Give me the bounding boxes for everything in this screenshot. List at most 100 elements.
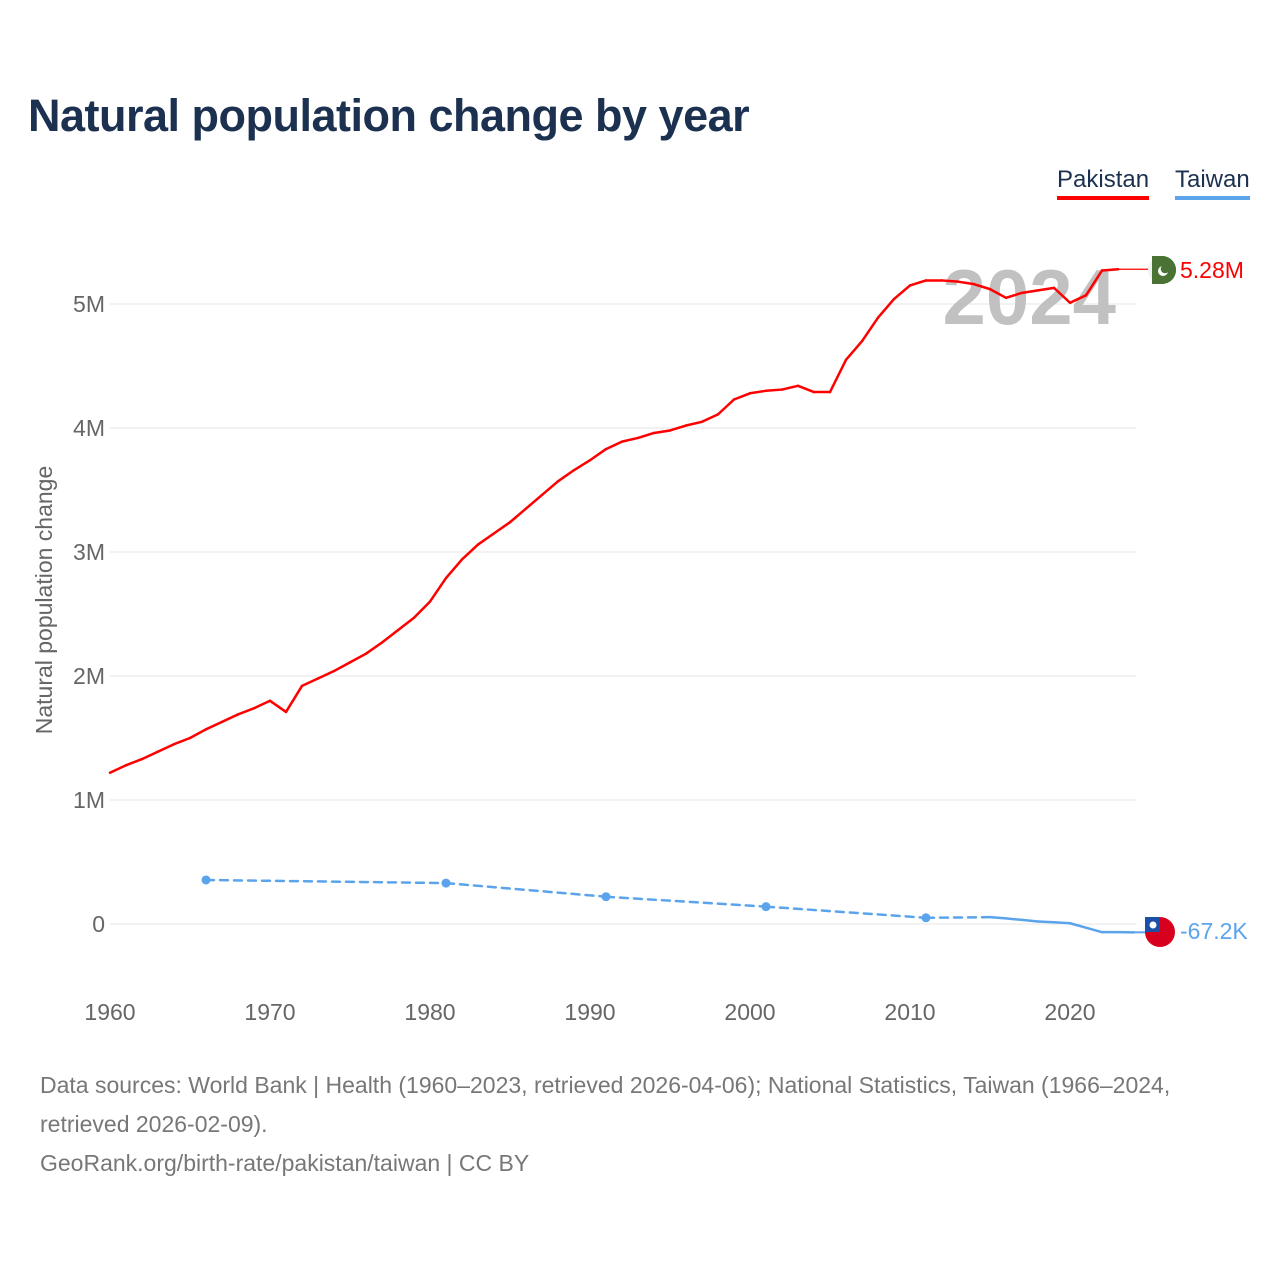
y-tick-label: 2M [73, 663, 105, 689]
y-tick-label: 1M [73, 787, 105, 813]
series-segment-pakistan [1004, 291, 1024, 300]
end-label-pakistan: 5.28M [1180, 257, 1244, 283]
series-segment-pakistan [684, 420, 704, 427]
series-segment-pakistan [780, 384, 800, 391]
legend-pakistan[interactable]: Pakistan [1057, 166, 1150, 200]
series-segment-taiwan [764, 905, 928, 920]
series-segment-pakistan [732, 392, 752, 401]
series-segment-pakistan [1020, 289, 1040, 295]
series-segment-pakistan [796, 384, 816, 394]
series-segment-pakistan [492, 520, 512, 535]
series-segment-pakistan [284, 684, 304, 714]
series-segment-pakistan [652, 429, 672, 435]
series-segment-pakistan [748, 389, 768, 395]
chart-title: Natural population change by year [28, 90, 750, 141]
series-segment-taiwan [924, 915, 992, 920]
data-sources: Data sources: World Bank | Health (1960–… [40, 1072, 1171, 1137]
series-segment-pakistan [476, 532, 496, 546]
series-segment-taiwan [1036, 920, 1056, 924]
series-segment-pakistan [348, 652, 368, 664]
series-segment-pakistan [956, 280, 976, 286]
data-point [921, 913, 931, 923]
x-tick-label: 1980 [404, 999, 455, 1025]
x-tick-label: 1960 [84, 999, 135, 1025]
x-tick-label: 2010 [884, 999, 935, 1025]
x-tick-label: 1990 [564, 999, 615, 1025]
x-tick-label: 2020 [1044, 999, 1095, 1025]
series-segment-pakistan [940, 279, 960, 283]
series-segment-pakistan [380, 628, 400, 644]
series-segment-pakistan [1068, 294, 1088, 305]
y-tick-label: 5M [73, 291, 105, 317]
series-segment-pakistan [220, 713, 240, 724]
series-segment-taiwan [1052, 921, 1072, 925]
series-segment-taiwan [988, 915, 1008, 920]
x-tick-label: 2000 [724, 999, 775, 1025]
series-segment-pakistan [252, 699, 272, 710]
series-segment-pakistan [428, 576, 448, 603]
year-watermark: 2024 [942, 253, 1116, 341]
series-segment-pakistan [156, 742, 176, 753]
series-segment-pakistan [844, 339, 864, 362]
y-axis-label: Natural population change [31, 466, 57, 735]
attribution-link[interactable]: GeoRank.org/birth-rate/pakistan/taiwan |… [40, 1150, 530, 1176]
series-segment-pakistan [412, 600, 432, 619]
series-segment-pakistan [828, 358, 848, 394]
series-segment-pakistan [700, 413, 720, 424]
series-segment-pakistan [1052, 286, 1072, 305]
end-label-taiwan: -67.2K [1180, 918, 1248, 944]
series-segment-pakistan [204, 720, 224, 731]
series-segment-taiwan [1004, 917, 1024, 922]
series-segment-pakistan [764, 388, 784, 393]
series-segment-pakistan [508, 507, 528, 524]
taiwan-flag-icon [1145, 917, 1175, 947]
data-point [441, 878, 451, 888]
series-segment-taiwan [1020, 918, 1040, 923]
series-segment-pakistan [588, 447, 608, 462]
series-segment-pakistan [108, 764, 128, 774]
series-segment-pakistan [876, 297, 896, 319]
series-segment-pakistan [124, 757, 144, 767]
data-point [201, 875, 211, 885]
series-segment-pakistan [332, 661, 352, 673]
series-segment-pakistan [1036, 286, 1056, 292]
series-segment-pakistan [572, 458, 592, 472]
series-segment-pakistan [188, 728, 208, 740]
series-segment-pakistan [396, 616, 416, 632]
series-segment-pakistan [1100, 268, 1120, 272]
series-segment-pakistan [300, 677, 320, 688]
series-segment-pakistan [620, 436, 640, 443]
series-segment-pakistan [716, 398, 736, 416]
series-segment-taiwan [1068, 922, 1088, 929]
series-segment-pakistan [540, 480, 560, 497]
series-segment-pakistan [172, 736, 192, 746]
series-segment-pakistan [140, 750, 160, 761]
series-segment-pakistan [988, 287, 1008, 300]
series-segment-pakistan [1084, 269, 1104, 297]
series-segment-taiwan [444, 881, 608, 898]
series-segment-pakistan [860, 316, 880, 343]
pakistan-flag-icon [1148, 256, 1176, 284]
y-tick-label: 3M [73, 539, 105, 565]
series-segment-pakistan [668, 424, 688, 432]
series-segment-pakistan [268, 699, 288, 714]
series-segment-pakistan [556, 468, 576, 483]
series-segment-pakistan [892, 284, 912, 301]
legend-taiwan[interactable]: Taiwan [1175, 166, 1250, 200]
x-tick-label: 1970 [244, 999, 295, 1025]
y-tick-label: 0 [92, 911, 105, 937]
y-tick-label: 4M [73, 415, 105, 441]
data-point [761, 902, 771, 912]
series-segment-pakistan [444, 558, 464, 580]
series-segment-taiwan [1084, 926, 1104, 934]
series-segment-taiwan [204, 878, 448, 885]
series-segment-pakistan [972, 282, 992, 291]
series-segment-pakistan [316, 669, 336, 680]
series-segment-pakistan [636, 431, 656, 440]
series-segment-pakistan [236, 706, 256, 716]
data-point [601, 892, 611, 902]
series-segment-pakistan [364, 641, 384, 655]
series-segment-pakistan [460, 543, 480, 561]
footer: Data sources: World Bank | Health (1960–… [40, 1066, 1250, 1183]
